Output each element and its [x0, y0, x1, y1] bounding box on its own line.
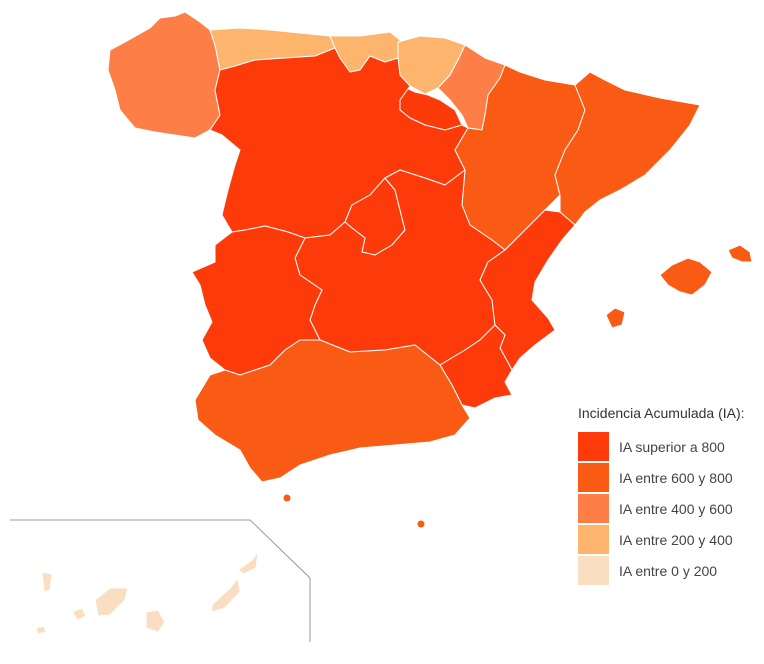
- region-melilla[interactable]: Melilla: [416, 519, 426, 529]
- region-canarias[interactable]: Canarias Canarias Canarias Canarias Cana…: [35, 551, 259, 635]
- legend-swatch: [578, 432, 609, 461]
- region-galicia[interactable]: Galicia: [107, 11, 221, 139]
- canary-inset-border: [10, 519, 311, 642]
- legend-swatch: [578, 463, 609, 492]
- region-cataluna[interactable]: Cataluña: [554, 71, 701, 226]
- region-comunitat-valenciana[interactable]: Comunitat Valenciana: [479, 209, 576, 371]
- legend-swatch: [578, 494, 609, 523]
- region-ceuta[interactable]: Ceuta: [282, 493, 292, 503]
- legend-item-600-800: IA entre 600 y 800: [578, 462, 758, 493]
- legend-swatch: [578, 525, 609, 554]
- legend-label: IA entre 400 y 600: [619, 500, 733, 517]
- region-murcia[interactable]: Región de Murcia: [439, 324, 513, 409]
- region-andalucia[interactable]: Andalucía: [194, 339, 471, 483]
- legend-item-200-400: IA entre 200 y 400: [578, 524, 758, 555]
- legend-title: Incidencia Acumulada (IA):: [578, 405, 745, 421]
- region-baleares-mallorca[interactable]: Illes Balears: [659, 257, 713, 296]
- legend-swatch: [578, 556, 609, 585]
- legend-label: IA entre 200 y 400: [619, 531, 733, 548]
- legend-label: IA entre 0 y 200: [619, 562, 718, 579]
- legend-item-over-800: IA superior a 800: [578, 431, 758, 462]
- legend-item-400-600: IA entre 400 y 600: [578, 493, 758, 524]
- legend-item-0-200: IA entre 0 y 200: [578, 555, 758, 586]
- region-baleares-ibiza[interactable]: Illes Balears: [605, 307, 626, 329]
- map-legend: Incidencia Acumulada (IA): IA superior a…: [578, 405, 758, 586]
- legend-label: IA entre 600 y 800: [619, 469, 733, 486]
- legend-label: IA superior a 800: [619, 438, 725, 455]
- region-baleares-menorca[interactable]: Illes Balears: [727, 244, 753, 263]
